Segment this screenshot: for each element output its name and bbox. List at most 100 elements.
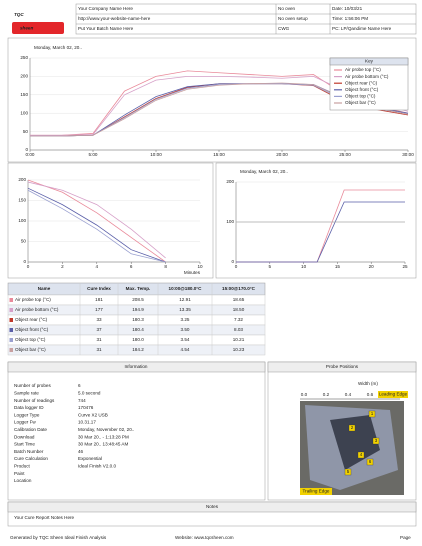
y-tick-label: 100	[20, 110, 28, 115]
logo-top: TQC	[14, 12, 24, 17]
x-tick-label: 10:00	[150, 152, 162, 157]
info-value: 5.0 second	[78, 391, 101, 396]
header-cell: No oven	[278, 6, 296, 11]
series-line	[28, 190, 166, 262]
notes-title: Notes	[206, 504, 219, 509]
header-cell: PC: LP/Qandime Name Here	[332, 26, 392, 31]
probes-title: Probe Positions	[326, 364, 359, 369]
width-tick: 0.6	[367, 392, 374, 397]
legend-label: Air probe top (°C)	[345, 67, 381, 72]
table-cell: 184.2	[132, 347, 144, 352]
info-value: 30 Mar 20.. - 1:13:28 PM	[78, 434, 129, 439]
x-tick-label: 8	[164, 264, 167, 269]
table-cell: 3.25	[181, 317, 190, 322]
table-cell: 12.91	[179, 297, 191, 302]
table-cell: 13.35	[179, 307, 191, 312]
y-tick-label: 200	[20, 74, 28, 79]
trailing-edge: Trailing Edge	[303, 489, 330, 494]
footer-website: Website: www.tqcsheen.com	[175, 535, 234, 540]
table-header-cell: 10:00@180.0°C	[169, 286, 203, 291]
header-cell: Date: 10/03/21	[332, 6, 363, 11]
info-label: Logger Fw	[14, 420, 36, 425]
chart-title: Monday, March 02, 20..	[240, 169, 288, 174]
y-tick-label: 50	[21, 239, 27, 244]
table-cell: 18.50	[233, 307, 245, 312]
y-tick-label: 50	[23, 129, 29, 134]
table-cell: Object rear (°C)	[15, 317, 48, 322]
row-swatch	[10, 348, 14, 352]
table-cell: Object bar (°C)	[15, 347, 46, 352]
y-tick-label: 200	[18, 177, 26, 182]
probe-number: 1	[371, 411, 374, 416]
header-cell: Your Company Name Here	[78, 6, 133, 11]
table-cell: 4.54	[181, 347, 190, 352]
y-tick-label: 200	[226, 179, 234, 184]
series-line	[28, 188, 166, 262]
info-label: Paint	[14, 471, 25, 476]
table-cell: 180.4	[132, 327, 144, 332]
table-header-cell: Name	[38, 286, 51, 291]
info-value: 6	[78, 383, 81, 388]
y-tick-label: 150	[20, 92, 28, 97]
x-tick-label: 15	[335, 264, 341, 269]
info-value: Exponential	[78, 456, 102, 461]
table-cell: 10.23	[233, 347, 245, 352]
table-cell: 180.3	[132, 317, 144, 322]
legend-label: Object bar (°C)	[345, 100, 376, 105]
table-cell: 31	[96, 347, 102, 352]
width-label: Width (m)	[358, 381, 378, 386]
table-cell: 8.03	[234, 327, 243, 332]
series-line	[28, 182, 166, 258]
x-tick-label: 15:00	[213, 152, 225, 157]
info-value: Curve X2 USB	[78, 412, 108, 417]
table-cell: Air probe bottom (°C)	[15, 307, 59, 312]
table-cell: 33	[96, 317, 102, 322]
legend-label: Object top (°C)	[345, 94, 376, 99]
footer-generated: Generated by TQC Sheen Ideal Finish Anal…	[10, 535, 107, 540]
table-cell: 3.54	[181, 337, 190, 342]
info-label: Download	[14, 434, 35, 439]
info-label: Number of probes	[14, 383, 51, 388]
x-tick-label: 0	[27, 264, 30, 269]
table-cell: Air probe top (°C)	[15, 297, 51, 302]
info-value: Monday, November 02, 20..	[78, 427, 134, 432]
table-cell: 208.5	[132, 297, 144, 302]
table-cell: 10.21	[233, 337, 245, 342]
y-tick-label: 100	[18, 218, 26, 223]
table-cell: Object top (°C)	[15, 337, 46, 342]
info-value: 170476	[78, 405, 94, 410]
info-label: Product	[14, 464, 31, 469]
info-label: Cure Calculation	[14, 456, 48, 461]
info-label: Number of readings	[14, 398, 55, 403]
info-label: Sample rate	[14, 391, 39, 396]
x-tick-label: 4	[96, 264, 99, 269]
x-tick-label: 5	[269, 264, 272, 269]
chart-title: Monday, March 02, 20..	[34, 45, 82, 50]
table-cell: 7.32	[234, 317, 243, 322]
table-cell: Object front (°C)	[15, 327, 49, 332]
x-tick-label: 10	[197, 264, 203, 269]
x-tick-label: 0	[235, 264, 238, 269]
probe-number: 4	[360, 452, 363, 457]
header-cell: No oven setup	[278, 16, 308, 21]
logo-bottom: sheen	[20, 26, 33, 31]
info-label: Calibration Date	[14, 427, 47, 432]
legend-label: Object front (°C)	[345, 87, 379, 92]
info-label: Location	[14, 478, 32, 483]
x-tick-label: 30:00	[402, 152, 414, 157]
row-swatch	[10, 308, 14, 312]
legend-title: Key	[365, 59, 374, 64]
leading-edge: Leading Edge	[379, 392, 408, 397]
probe-number: 6	[369, 459, 372, 464]
header-cell: http://www.your-website-name-here	[78, 16, 151, 21]
info-label: Logger Type	[14, 412, 40, 417]
footer-page: Page	[400, 535, 411, 540]
row-swatch	[10, 338, 14, 342]
table-cell: 177	[95, 307, 103, 312]
info-value: 744	[78, 398, 86, 403]
info-value: 30 Mar 20.. 13:48:45 AM	[78, 442, 128, 447]
table-cell: 31	[96, 337, 102, 342]
x-axis-label: Minutes	[184, 270, 201, 275]
table-header-cell: Max. Temp.	[126, 286, 151, 291]
width-tick: 0.0	[301, 392, 308, 397]
